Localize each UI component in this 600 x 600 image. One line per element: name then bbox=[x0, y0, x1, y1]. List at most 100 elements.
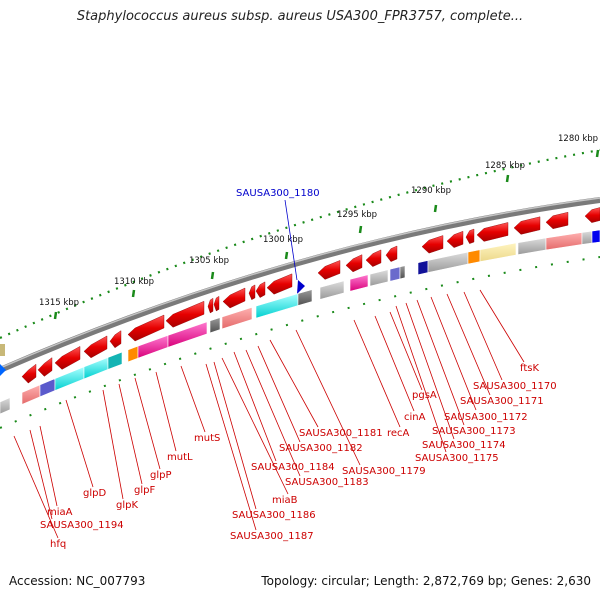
cog-block[interactable] bbox=[399, 265, 406, 280]
gene-arrow[interactable] bbox=[127, 314, 165, 342]
gene-arrow[interactable] bbox=[513, 216, 541, 235]
cog-block[interactable] bbox=[39, 378, 56, 398]
gene-arrow[interactable] bbox=[83, 335, 108, 359]
gene-label[interactable]: SAUSA300_1175 bbox=[415, 453, 499, 464]
cog-block[interactable] bbox=[319, 280, 345, 300]
highlight-gene-label[interactable]: SAUSA300_1180 bbox=[236, 188, 320, 199]
gene-label[interactable]: SAUSA300_1186 bbox=[232, 510, 316, 521]
gene-arrow[interactable] bbox=[165, 300, 205, 328]
gene-label[interactable]: SAUSA300_1181 bbox=[299, 428, 383, 439]
map-title: Staphylococcus aureus subsp. aureus USA3… bbox=[76, 9, 524, 24]
label-leaders bbox=[13, 289, 525, 539]
gene-arrow[interactable] bbox=[476, 222, 509, 242]
gene-arrow[interactable] bbox=[345, 254, 363, 273]
gene-label[interactable]: SAUSA300_1174 bbox=[422, 440, 506, 451]
label-leader bbox=[205, 363, 257, 531]
gene-label[interactable]: glpD bbox=[83, 488, 106, 499]
gene-label[interactable]: SAUSA300_1171 bbox=[460, 396, 544, 407]
gene-arrow[interactable] bbox=[207, 297, 214, 314]
gene-arrow[interactable] bbox=[213, 295, 220, 312]
gene-arrow[interactable] bbox=[385, 245, 398, 262]
gene-label[interactable]: glpK bbox=[116, 500, 138, 511]
gene-arrow[interactable] bbox=[255, 281, 266, 298]
cog-block[interactable] bbox=[479, 242, 517, 263]
gene-arrow[interactable] bbox=[465, 228, 475, 244]
gene-label[interactable]: SAUSA300_1170 bbox=[473, 381, 557, 392]
label-leader bbox=[134, 377, 161, 470]
cog-block[interactable] bbox=[467, 249, 481, 265]
gene-label[interactable]: SAUSA300_1184 bbox=[251, 462, 335, 473]
cog-block[interactable] bbox=[427, 251, 469, 273]
cog-block[interactable] bbox=[107, 351, 123, 370]
gene-arrow[interactable] bbox=[248, 284, 256, 301]
cog-block[interactable] bbox=[591, 229, 600, 244]
cog-block[interactable] bbox=[581, 230, 593, 245]
cog-block[interactable] bbox=[369, 269, 389, 287]
cog-block[interactable] bbox=[517, 237, 547, 256]
cog-block[interactable] bbox=[83, 357, 109, 380]
gene-arrow[interactable] bbox=[21, 363, 37, 384]
cog-block[interactable] bbox=[297, 289, 313, 306]
gene-label[interactable]: SAUSA300_1182 bbox=[279, 443, 363, 454]
kbp-tick-1310 bbox=[131, 289, 136, 298]
label-leader bbox=[479, 289, 525, 363]
gene-label[interactable]: SAUSA300_1187 bbox=[230, 531, 314, 542]
gene-label[interactable]: glpF bbox=[134, 485, 155, 496]
kbp-label: 1300 kbp bbox=[263, 235, 303, 245]
gene-arrow[interactable] bbox=[545, 211, 569, 229]
gene-label[interactable]: cinA bbox=[404, 412, 426, 423]
kbp-label: 1315 kbp bbox=[39, 298, 79, 308]
cog-block[interactable] bbox=[127, 345, 139, 363]
kbp-tick-1305 bbox=[210, 271, 215, 280]
gene-arrow[interactable] bbox=[584, 207, 600, 223]
kbp-tick-1300 bbox=[284, 251, 289, 260]
highlight-gene-arrow[interactable] bbox=[297, 280, 305, 294]
gene-label[interactable]: SAUSA300_1173 bbox=[432, 426, 516, 437]
gene-arrow[interactable] bbox=[365, 249, 382, 267]
cog-block[interactable] bbox=[221, 306, 253, 330]
gene-label[interactable]: ftsK bbox=[520, 363, 539, 374]
cog-block[interactable] bbox=[389, 266, 401, 282]
gene-label[interactable]: glpP bbox=[150, 470, 172, 481]
gene-arrow[interactable] bbox=[266, 273, 293, 295]
gene-label[interactable]: mutL bbox=[167, 452, 193, 463]
label-leader bbox=[65, 399, 94, 488]
gene-arrow[interactable] bbox=[222, 287, 246, 309]
gene-label[interactable]: SAUSA300_1179 bbox=[342, 466, 426, 477]
cog-block[interactable] bbox=[167, 321, 208, 348]
kbp-labels: 1280 kbp 1285 kbp 1290 kbp 1295 kbp 1300… bbox=[39, 134, 598, 308]
cog-block[interactable] bbox=[209, 317, 221, 334]
gene-arrow[interactable] bbox=[54, 346, 81, 370]
gene-label[interactable]: mutS bbox=[194, 433, 220, 444]
cog-block[interactable] bbox=[54, 366, 85, 392]
cog-block[interactable] bbox=[545, 232, 583, 251]
kbp-tick-1315 bbox=[53, 311, 58, 320]
gene-label[interactable]: SAUSA300_1194 bbox=[40, 520, 124, 531]
gene-label[interactable]: miaA bbox=[47, 507, 73, 518]
gene-label[interactable]: SAUSA300_1183 bbox=[285, 477, 369, 488]
gene-arrow[interactable] bbox=[421, 235, 444, 254]
gene-arrow[interactable] bbox=[317, 260, 341, 280]
cog-block[interactable] bbox=[349, 274, 369, 292]
kbp-tick-1280 bbox=[595, 149, 600, 158]
label-leader bbox=[13, 435, 59, 539]
cog-block[interactable] bbox=[417, 260, 429, 276]
kbp-label: 1285 kbp bbox=[485, 161, 525, 171]
cog-block[interactable] bbox=[255, 293, 299, 319]
edge-feature-blue-arrow bbox=[0, 364, 6, 376]
gene-label[interactable]: hfq bbox=[50, 539, 66, 550]
label-leader bbox=[374, 315, 415, 412]
kbp-major-ticks bbox=[53, 149, 600, 320]
cog-block[interactable] bbox=[21, 384, 41, 405]
gene-label[interactable]: pgsA bbox=[412, 390, 437, 401]
gene-arrow[interactable] bbox=[37, 357, 53, 377]
gene-arrows-track bbox=[21, 207, 600, 384]
gene-label[interactable]: miaB bbox=[272, 495, 298, 506]
cog-block[interactable] bbox=[137, 334, 169, 359]
gene-label[interactable]: SAUSA300_1172 bbox=[444, 412, 528, 423]
gene-arrow[interactable] bbox=[446, 230, 464, 248]
gene-label[interactable]: recA bbox=[387, 428, 410, 439]
cog-block[interactable] bbox=[0, 397, 11, 415]
gene-arrow[interactable] bbox=[109, 330, 122, 349]
